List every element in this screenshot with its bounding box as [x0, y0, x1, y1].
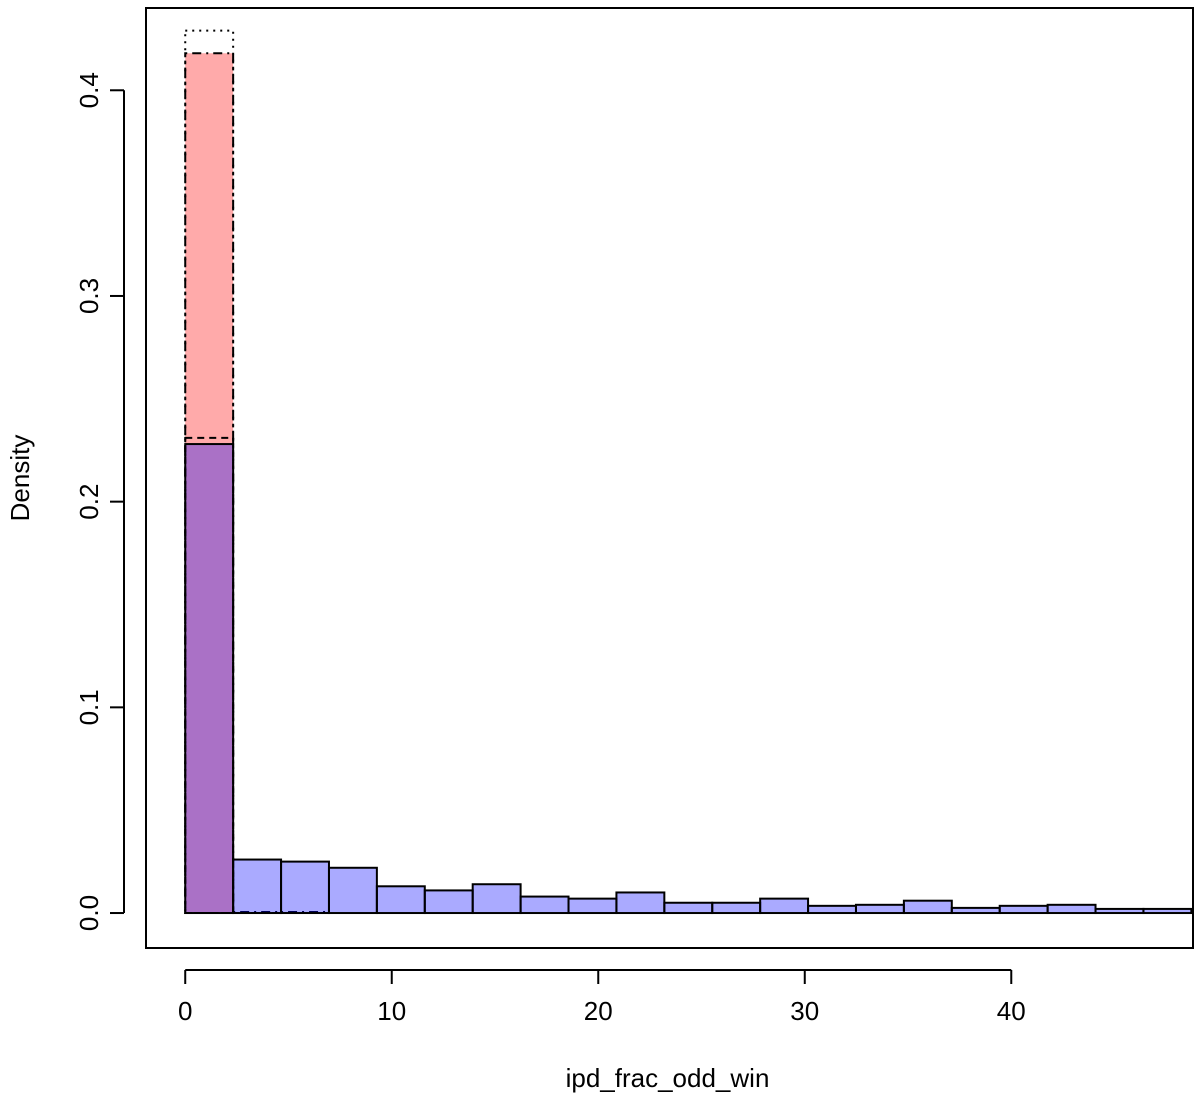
histogram-bar [711, 901, 762, 915]
histogram-bar [423, 889, 474, 915]
histogram-bar [375, 885, 426, 915]
plot-frame [145, 7, 1194, 949]
histogram-bar [567, 897, 618, 915]
x-tick-label: 20 [584, 996, 613, 1026]
y-axis: 0.0 0.1 0.2 0.3 0.4 [74, 72, 125, 931]
x-axis: 0 10 20 30 40 [178, 969, 1026, 1026]
histogram-bar [759, 897, 810, 915]
histogram-bar [232, 858, 283, 915]
x-tick-label: 30 [790, 996, 819, 1026]
outline-bar [184, 436, 235, 915]
histogram-bar [854, 903, 905, 915]
y-tick-label: 0.2 [74, 484, 104, 520]
x-tick-label: 10 [377, 996, 406, 1026]
histogram-bar [615, 891, 666, 915]
x-axis-title: ipd_frac_odd_win [566, 1063, 770, 1093]
y-tick-label: 0.3 [74, 278, 104, 314]
y-tick-label: 0.0 [74, 895, 104, 931]
y-tick-label: 0.4 [74, 72, 104, 108]
histogram-bar [998, 904, 1049, 915]
series-blue-bars [184, 443, 1193, 915]
histogram-bar [184, 443, 235, 915]
histogram-bar [807, 904, 857, 915]
histogram-bar [1094, 907, 1145, 915]
y-tick-label: 0.1 [74, 689, 104, 725]
histogram-bar [950, 906, 1001, 915]
x-tick-label: 40 [997, 996, 1026, 1026]
histogram-bar [280, 860, 330, 915]
outline-bars [184, 29, 235, 915]
x-tick-label: 0 [178, 996, 192, 1026]
histogram-bar [1142, 907, 1193, 915]
histogram-bar [519, 895, 570, 915]
histogram-bar [1046, 903, 1097, 915]
histogram-bar [902, 899, 953, 915]
y-axis-title: Density [5, 435, 35, 522]
histogram-bar [327, 866, 378, 915]
histogram-bar [663, 901, 714, 915]
histogram-bar [471, 883, 522, 915]
